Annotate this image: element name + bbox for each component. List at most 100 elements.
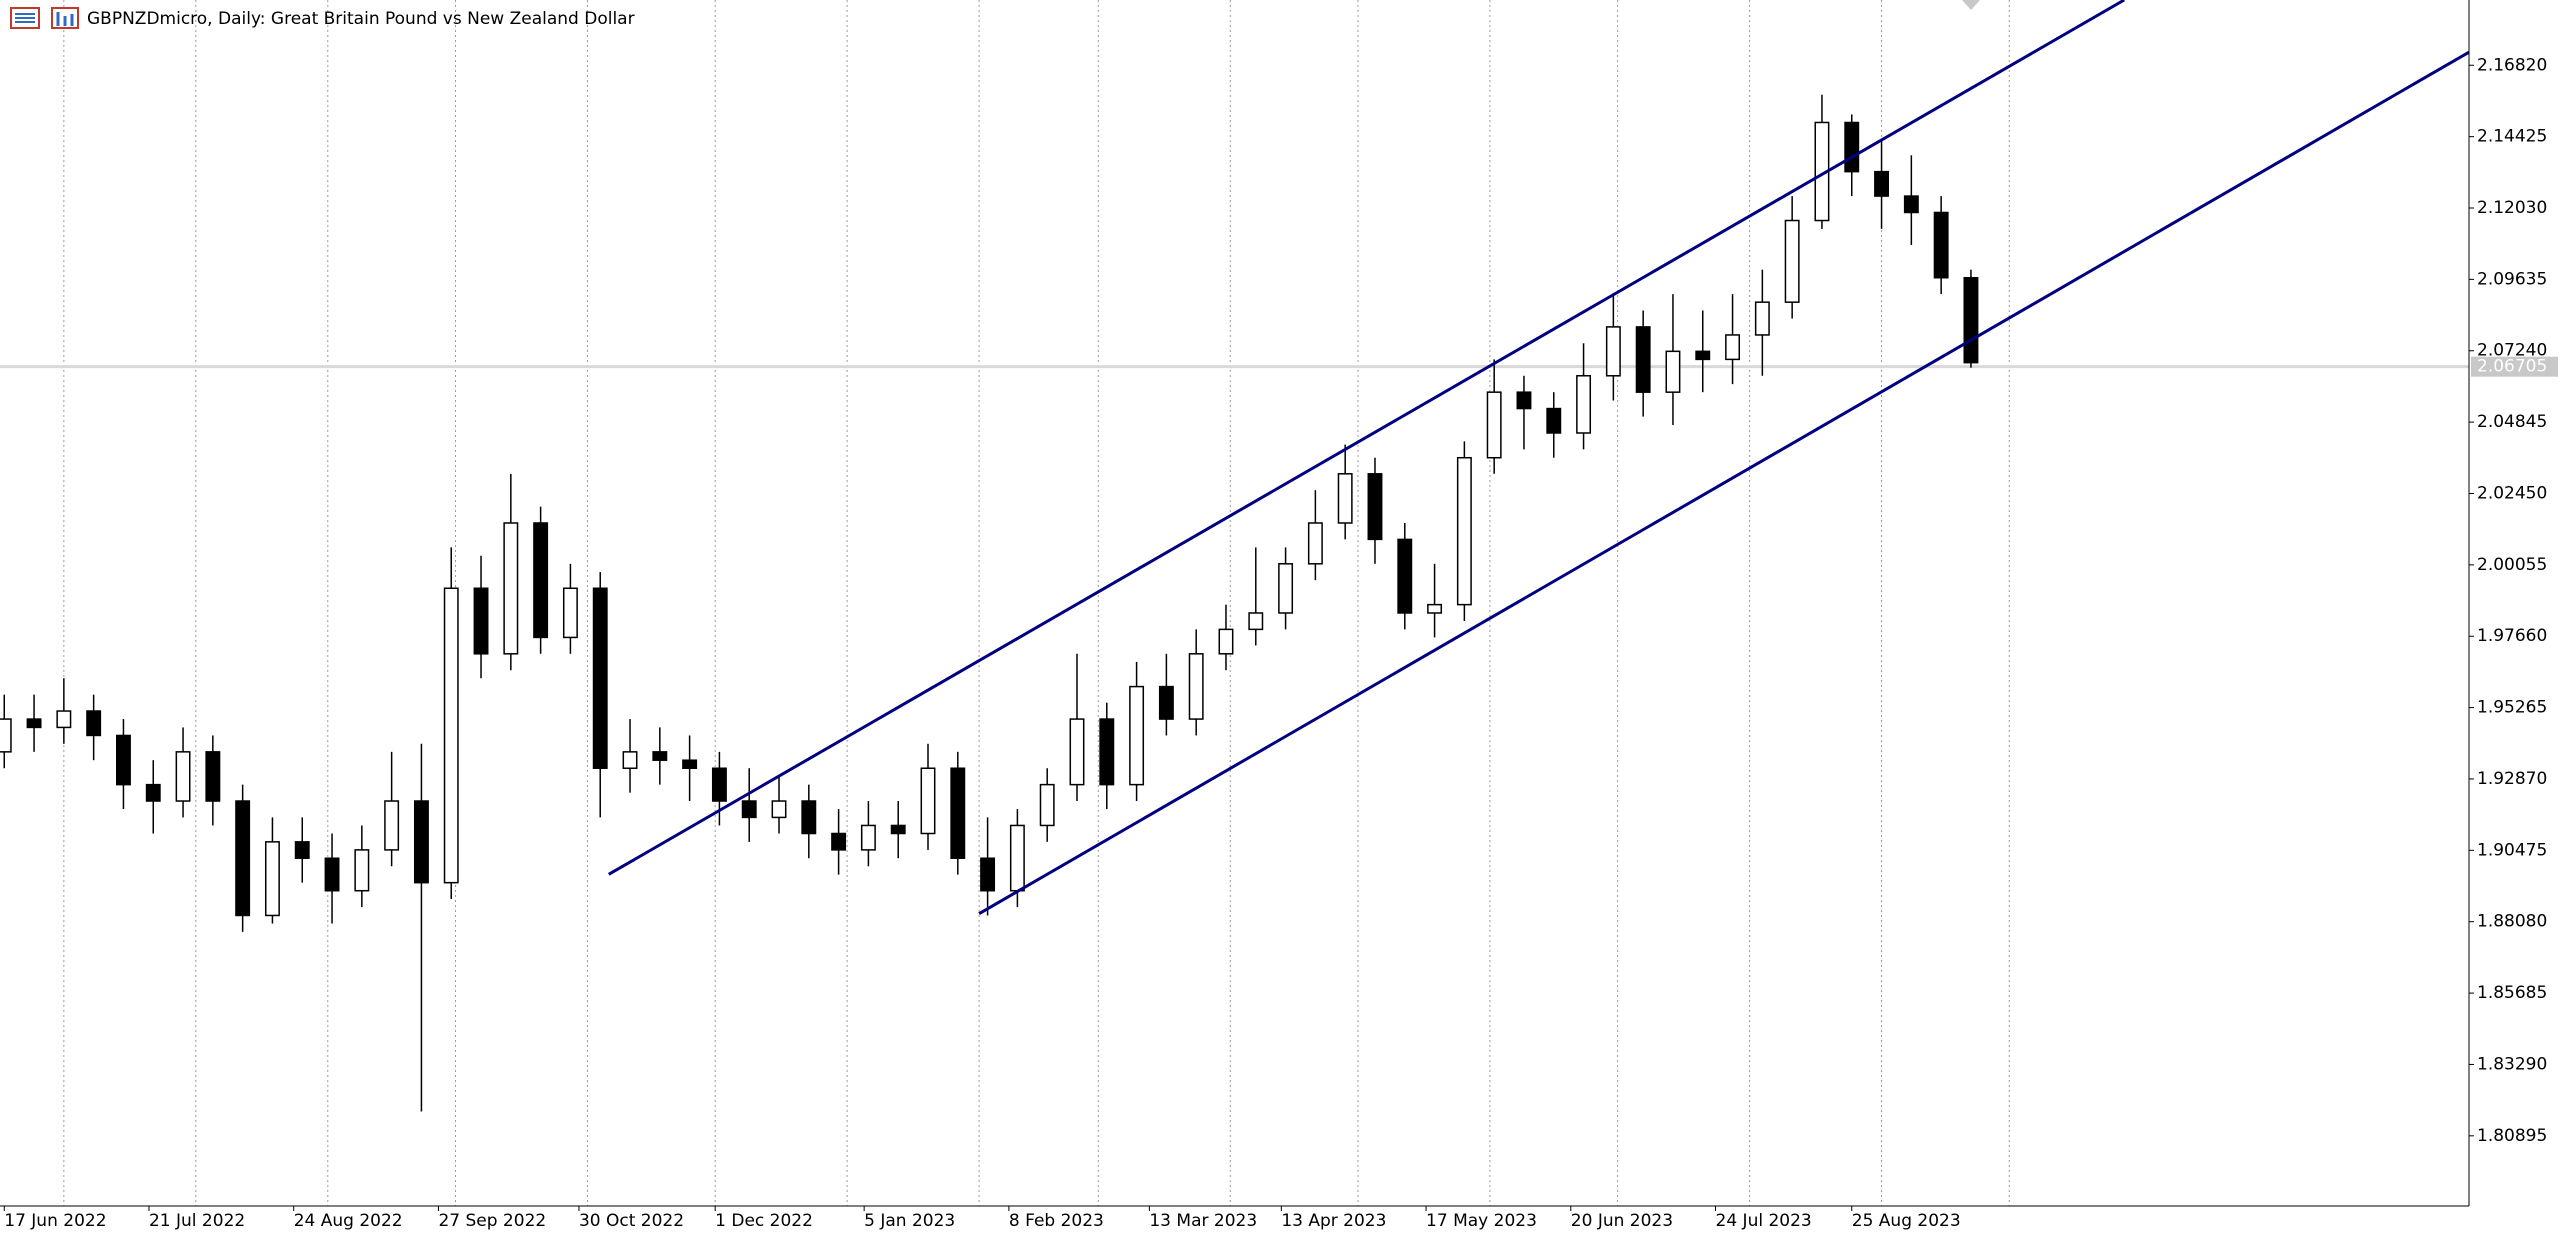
candles-layer: [0, 94, 1979, 1112]
candle-body: [1039, 783, 1055, 827]
candle-body: [1725, 334, 1741, 361]
candle-body: [890, 824, 906, 835]
candle-body: [1665, 350, 1681, 393]
candle-body: [801, 800, 817, 835]
candle-body: [324, 857, 340, 892]
candle-body: [1784, 219, 1800, 303]
candle-body: [950, 767, 966, 859]
candle-body: [920, 767, 936, 835]
y-tick-label: 1.85685: [2477, 983, 2547, 1003]
candle-body: [1099, 718, 1115, 786]
candle-body: [1278, 563, 1294, 614]
candle-body: [0, 718, 12, 753]
x-tick-label: 1 Dec 2022: [715, 1211, 813, 1231]
candle-body: [562, 587, 578, 639]
candle-body: [443, 587, 459, 884]
trendline-layer: [607, 0, 2470, 915]
x-tick-label: 27 Sep 2022: [438, 1211, 546, 1231]
candle-body: [145, 783, 161, 802]
y-tick-label: 2.12030: [2477, 198, 2547, 218]
candle-body: [354, 849, 370, 892]
candle-body: [1337, 473, 1353, 524]
y-tick-label: 1.95265: [2477, 698, 2547, 718]
candle-body: [235, 800, 251, 917]
candle-body: [1754, 301, 1770, 336]
scroll-marker: [1962, 0, 1980, 10]
y-tick-label: 1.90475: [2477, 840, 2547, 860]
y-tick-label: 2.04845: [2477, 412, 2547, 432]
y-tick-label: 2.02450: [2477, 483, 2547, 503]
candle-body: [1963, 276, 1979, 364]
candle-body: [1218, 628, 1234, 655]
candle-body: [503, 522, 519, 655]
candle-body: [413, 800, 429, 884]
candle-body: [652, 751, 668, 761]
candle-body: [1933, 211, 1949, 279]
candle-body: [682, 759, 698, 769]
x-tick-label: 24 Aug 2022: [294, 1211, 403, 1231]
candle-body: [205, 751, 221, 802]
channel-line: [978, 50, 2470, 915]
y-tick-label: 2.09635: [2477, 269, 2547, 289]
candle-body: [175, 751, 191, 802]
candle-body: [1009, 824, 1025, 892]
y-tick-label: 1.83290: [2477, 1054, 2547, 1074]
candle-body: [26, 718, 42, 729]
x-tick-label: 13 Mar 2023: [1149, 1211, 1257, 1231]
y-tick-label: 2.14425: [2477, 127, 2547, 147]
candle-body: [384, 800, 400, 851]
candle-body: [1069, 718, 1085, 786]
last-price-box: [2471, 356, 2558, 377]
grid-layer: [63, 0, 2010, 1206]
candle-body: [533, 522, 549, 639]
x-tick-label: 25 Aug 2023: [1852, 1211, 1961, 1231]
candle-body: [860, 824, 876, 851]
header-icons: [10, 0, 1980, 29]
candle-body: [1695, 350, 1711, 361]
candle-body: [294, 841, 310, 859]
x-tick-label: 20 Jun 2023: [1571, 1211, 1673, 1231]
candle-body: [1129, 685, 1145, 786]
y-tick-label: 1.80895: [2477, 1126, 2547, 1146]
candle-body: [741, 800, 757, 819]
candle-body: [473, 587, 489, 655]
candle-body: [56, 710, 72, 729]
candle-body: [264, 841, 280, 917]
candle-body: [1516, 391, 1532, 410]
channel-line: [607, 0, 2125, 876]
candle-body: [831, 832, 847, 851]
candle-body: [1844, 121, 1860, 173]
candle-body: [1635, 326, 1651, 393]
candle-body: [711, 767, 727, 802]
candle-body: [1397, 538, 1413, 614]
y-tick-label: 1.88080: [2477, 912, 2547, 932]
x-tick-label: 17 May 2023: [1426, 1211, 1537, 1231]
x-tick-label: 5 Jan 2023: [864, 1211, 955, 1231]
last-price-label: 2.06705: [2477, 357, 2547, 377]
candle-body: [1903, 195, 1919, 214]
x-tick-label: 24 Jul 2023: [1716, 1211, 1812, 1231]
x-tick-label: 21 Jul 2022: [149, 1211, 245, 1231]
candle-body: [115, 734, 131, 786]
candle-body: [1367, 473, 1383, 541]
candle-body: [1486, 391, 1502, 459]
candle-body: [86, 710, 102, 737]
y-tick-label: 2.16820: [2477, 55, 2547, 75]
candle-body: [980, 857, 996, 892]
candle-body: [1546, 407, 1562, 434]
x-tick-label: 8 Feb 2023: [1009, 1211, 1104, 1231]
x-tick-label: 17 Jun 2022: [4, 1211, 106, 1231]
candle-body: [1158, 685, 1174, 720]
x-tick-label: 13 Apr 2023: [1281, 1211, 1386, 1231]
candle-body: [1605, 326, 1621, 377]
y-tick-label: 1.97660: [2477, 626, 2547, 646]
candle-body: [1456, 456, 1472, 606]
candle-body: [1307, 522, 1323, 565]
y-tick-label: 2.00055: [2477, 555, 2547, 575]
candle-body: [1427, 603, 1443, 614]
candle-body: [1248, 612, 1264, 631]
